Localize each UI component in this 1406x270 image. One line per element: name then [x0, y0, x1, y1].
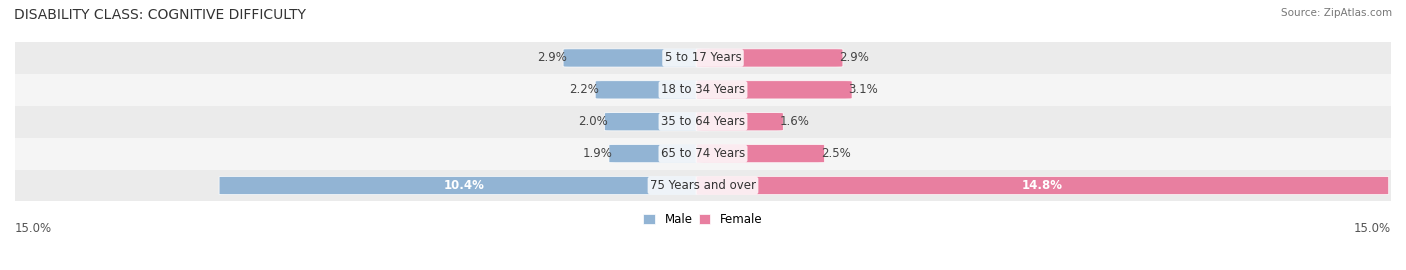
Text: 1.6%: 1.6% [780, 115, 810, 128]
Text: 65 to 74 Years: 65 to 74 Years [661, 147, 745, 160]
FancyBboxPatch shape [219, 176, 710, 195]
Text: 2.9%: 2.9% [537, 52, 567, 65]
Legend: Male, Female: Male, Female [638, 208, 768, 231]
FancyBboxPatch shape [595, 81, 710, 99]
Text: 15.0%: 15.0% [15, 222, 52, 235]
Text: Source: ZipAtlas.com: Source: ZipAtlas.com [1281, 8, 1392, 18]
Bar [15, 74, 1391, 106]
Text: 10.4%: 10.4% [444, 179, 485, 192]
Text: 2.5%: 2.5% [821, 147, 851, 160]
Text: 2.2%: 2.2% [569, 83, 599, 96]
Text: DISABILITY CLASS: COGNITIVE DIFFICULTY: DISABILITY CLASS: COGNITIVE DIFFICULTY [14, 8, 307, 22]
Bar [15, 42, 1391, 74]
Text: 2.0%: 2.0% [578, 115, 607, 128]
FancyBboxPatch shape [696, 144, 824, 163]
Text: 5 to 17 Years: 5 to 17 Years [665, 52, 741, 65]
Text: 1.9%: 1.9% [582, 147, 613, 160]
Bar [15, 138, 1391, 170]
Text: 18 to 34 Years: 18 to 34 Years [661, 83, 745, 96]
Text: 15.0%: 15.0% [1354, 222, 1391, 235]
FancyBboxPatch shape [696, 176, 1389, 195]
FancyBboxPatch shape [696, 81, 852, 99]
Text: 35 to 64 Years: 35 to 64 Years [661, 115, 745, 128]
Text: 14.8%: 14.8% [1022, 179, 1063, 192]
Bar [15, 106, 1391, 138]
FancyBboxPatch shape [605, 113, 710, 131]
Text: 2.9%: 2.9% [839, 52, 869, 65]
FancyBboxPatch shape [564, 49, 710, 67]
Text: 75 Years and over: 75 Years and over [650, 179, 756, 192]
FancyBboxPatch shape [609, 144, 710, 163]
FancyBboxPatch shape [696, 49, 842, 67]
FancyBboxPatch shape [696, 113, 783, 131]
Bar [15, 170, 1391, 201]
Text: 3.1%: 3.1% [849, 83, 879, 96]
